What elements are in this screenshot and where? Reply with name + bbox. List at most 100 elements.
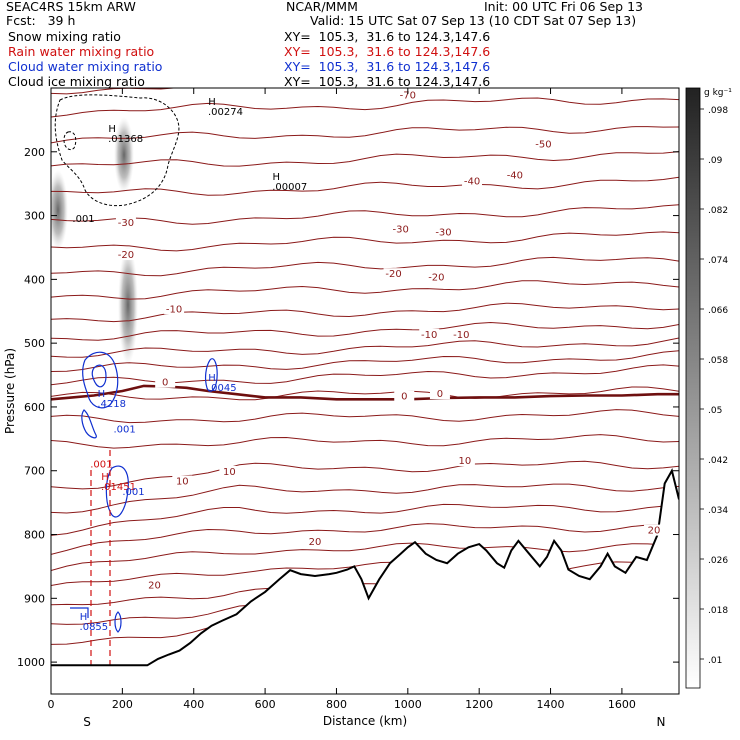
max-value-5: .4218 [97,399,126,410]
max-value-1: .01368 [108,134,143,145]
cloud-water-contour-lower [81,409,97,439]
y-tick-label-6: 800 [24,529,45,542]
y-tick-label-7: 900 [24,592,45,605]
max-marker-10: H [80,612,88,623]
cloud-ice-contour [54,94,180,207]
temp-label-bg-16 [172,475,193,487]
colorbar: g kg⁻¹ .01 .018 .026 .034 .042 .05 .058 .066 .07… [685,87,732,689]
cloud-water-contour-main [82,351,119,409]
y-tick-label-0: 200 [24,146,45,159]
y-tick-label-3: 500 [24,337,45,350]
isotherm-16 [51,409,679,424]
temp-label-12: -10 [453,330,469,341]
temp-label-bg-19 [144,579,165,591]
max-value-3: .001 [72,214,94,225]
temp-label-bg-4 [115,217,136,229]
x-tick-label-6: 1200 [465,698,493,711]
temp-label-bg-9 [426,271,447,283]
colorbar-label-11: .098 [708,106,728,116]
max-value-8: .01451 [101,482,136,493]
y-tick-label-8: 1000 [17,656,45,669]
temp-label-bg-3 [462,175,483,187]
x-tick-label-5: 1000 [394,698,422,711]
colorbar-label-2: .026 [708,556,728,566]
colorbar-label-5: .05 [708,406,722,416]
temp-label-20: 20 [309,537,322,548]
colorbar-label-7: .066 [708,306,728,316]
x-tick-label-1: 200 [112,698,133,711]
x-tick-label-3: 600 [255,698,276,711]
isotherm-0 [51,56,679,76]
max-marker-5: H [98,389,106,400]
cloud-water-contour-sfc2 [70,607,89,618]
temp-label-bg-10 [164,303,185,315]
colorbar-label-0: .01 [708,656,722,666]
terrain-line [51,468,679,667]
isotherm-7 [51,231,679,252]
max-value-6: .001 [113,424,135,435]
temp-label-8: -20 [385,269,401,280]
init-time: Init: 00 UTC Fri 06 Sep 13 [484,0,643,14]
max-value-10: .0855 [80,622,109,633]
max-marker-1: H [108,124,116,135]
field-rain-name: Rain water mixing ratio [8,44,155,59]
terrain-profile [51,468,679,694]
colorbar-label-3: .034 [708,506,728,516]
colorbar-label-8: .074 [708,256,728,266]
temp-label-bg-12 [451,328,472,340]
temp-label-bg-6 [433,226,454,238]
cloud-water-contour-inner [91,364,107,388]
temp-label-5: -30 [393,225,409,236]
max-marker-0: H [208,97,216,108]
contour-labels: -70 -50 -40 -40 -30 -30 -30 -20 -20 -20 -10 -10 -10 0… [72,89,665,633]
temp-label-bg-17 [219,465,240,477]
isotherm-6 [51,204,679,225]
temp-label-bg-2 [504,169,525,181]
y-axis-label: Pressure (hPa) [3,348,17,434]
x-tick-label-2: 400 [183,698,204,711]
temp-label-bg-8 [383,268,404,280]
x-tick-label-0: 0 [48,698,55,711]
colorbar-unit: g kg⁻¹ [704,88,732,98]
cloud-water-contour-sfc [114,611,122,633]
max-marker-8: H [101,472,109,483]
center-name: NCAR/MMM [286,0,358,14]
max-value-2: .00007 [272,182,307,193]
max-value-0: .00274 [208,107,243,118]
max-value-4: .0045 [208,383,237,394]
valid-time: Valid: 15 UTC Sat 07 Sep 13 (10 CDT Sat … [310,13,637,28]
colorbar-label-1: .018 [708,606,728,616]
temp-label-4: -30 [118,218,134,229]
temp-label-16: 10 [176,476,189,487]
temp-label-9: -20 [428,272,444,283]
field-cloudwater-xy: XY= 105.3, 31.6 to 124.3,147.6 [284,59,491,74]
temp-label-bg-21 [644,524,665,536]
plot-frame [50,87,680,695]
temp-label-bg-20 [305,536,326,548]
temp-label-3: -40 [464,177,480,188]
temp-label-13: 0 [162,378,168,389]
isotherm-9 [51,280,679,300]
isotherm-3 [51,126,679,144]
isotherm-11 [51,321,679,341]
temp-label-14: 0 [401,392,407,403]
field-cloudwater-name: Cloud water mixing ratio [8,59,163,74]
colorbar-label-10: .09 [708,156,723,166]
isotherm-23 [51,561,679,586]
hydrometeor-contours [54,94,218,668]
max-marker-2: H [272,172,280,183]
temp-label-2: -40 [507,170,523,181]
max-value-7: .001 [90,460,112,471]
isotherm-21 [51,523,679,555]
temp-label-bg-11 [419,328,440,340]
colorbar-label-9: .082 [708,206,728,216]
forecast-hour: Fcst: 39 h [6,13,76,28]
temp-label-bg-1 [533,138,554,150]
snow-shade-column [118,245,138,365]
temp-label-0: -70 [400,91,416,102]
mixing-ratio-shading [51,117,138,365]
cloud-ice-shade-upper [114,117,134,193]
field-rain-xy: XY= 105.3, 31.6 to 124.3,147.6 [284,44,491,59]
isotherm-18 [51,460,679,490]
